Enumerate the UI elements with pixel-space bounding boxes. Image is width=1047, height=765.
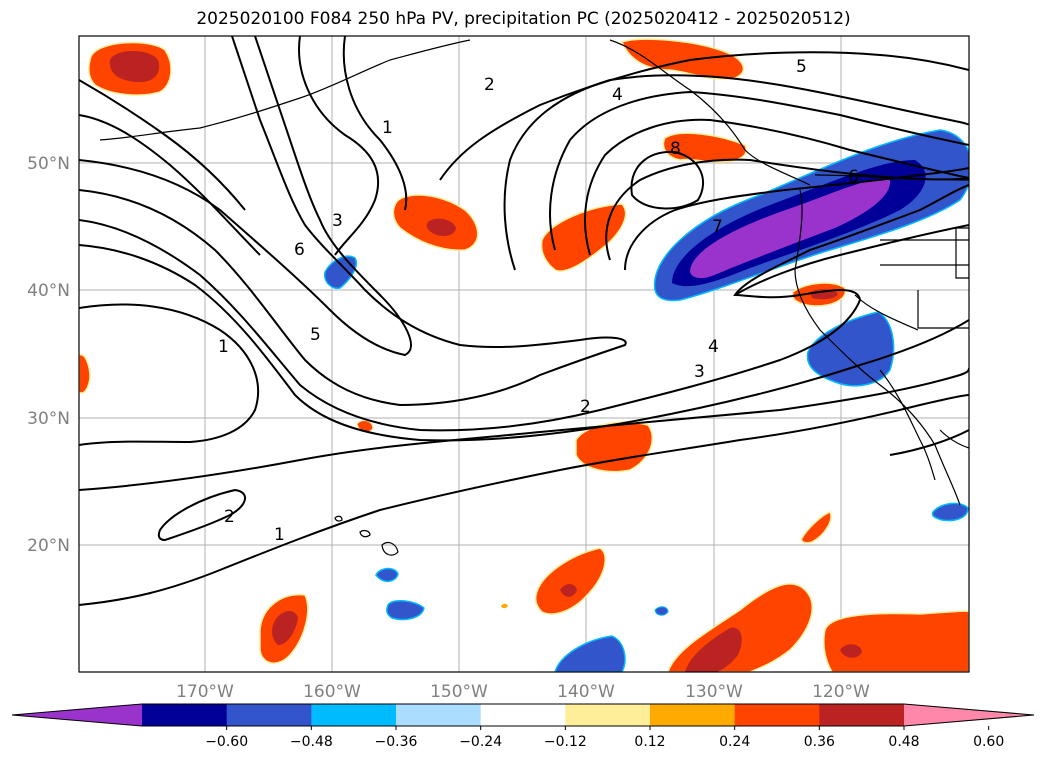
longitude-labels: 170°W 160°W 150°W 140°W 130°W 120°W bbox=[176, 682, 870, 702]
latitude-labels: 50°N 40°N 30°N 20°N bbox=[27, 154, 70, 556]
colorbar-tick-label: 0.60 bbox=[973, 734, 1004, 750]
contour-label: 8 bbox=[670, 139, 681, 159]
colorbar-segment bbox=[650, 704, 736, 726]
colorbar-segment bbox=[734, 704, 820, 726]
contour-label: 6 bbox=[294, 240, 305, 260]
colorbar-tick-label: −0.60 bbox=[205, 734, 248, 750]
colorbar-extend-low bbox=[12, 704, 142, 726]
lon-label: 170°W bbox=[176, 682, 234, 702]
contour-label: 3 bbox=[694, 362, 705, 382]
lon-label: 160°W bbox=[303, 682, 361, 702]
contour-label: 1 bbox=[218, 337, 229, 357]
map-frame bbox=[78, 35, 970, 673]
colorbar-segment bbox=[819, 704, 905, 726]
lat-label: 20°N bbox=[27, 536, 70, 556]
pv-contours bbox=[79, 36, 969, 606]
colorbar-tick-label: −0.36 bbox=[375, 734, 418, 750]
colorbar-segment bbox=[226, 704, 312, 726]
lon-label: 150°W bbox=[430, 682, 488, 702]
colorbar-segment bbox=[480, 704, 566, 726]
map-title: 2025020100 F084 250 hPa PV, precipitatio… bbox=[196, 9, 851, 29]
contour-labels: 1 2 3 4 5 6 7 8 1 2 3 4 5 6 1 2 bbox=[218, 57, 859, 545]
contour-label: 1 bbox=[382, 118, 393, 138]
contour-label: 4 bbox=[612, 85, 623, 105]
precipitation-fill bbox=[79, 38, 969, 672]
contour-label: 2 bbox=[484, 75, 495, 95]
colorbar-tick-label: −0.48 bbox=[290, 734, 333, 750]
colorbar-tick-label: 0.48 bbox=[888, 734, 919, 750]
contour-label: 5 bbox=[310, 325, 321, 345]
colorbar-outline bbox=[11, 703, 1035, 727]
contour-label: 1 bbox=[274, 525, 285, 545]
contour-label: 4 bbox=[708, 337, 719, 357]
lat-label: 40°N bbox=[27, 281, 70, 301]
contour-label: 6 bbox=[848, 167, 859, 187]
contour-label: 7 bbox=[712, 217, 723, 237]
colorbar-segment bbox=[311, 704, 397, 726]
colorbar-tick-label: −0.24 bbox=[459, 734, 502, 750]
colorbar-segment bbox=[142, 704, 228, 726]
contour-label: 3 bbox=[332, 211, 343, 231]
contour-label: 5 bbox=[796, 57, 807, 77]
lat-label: 50°N bbox=[27, 154, 70, 174]
colorbar-tick-label: 0.24 bbox=[719, 734, 750, 750]
colorbar-tick-label: −0.12 bbox=[544, 734, 587, 750]
contour-label: 2 bbox=[224, 507, 235, 527]
lat-label: 30°N bbox=[27, 409, 70, 429]
lon-label: 120°W bbox=[812, 682, 870, 702]
colorbar-segment bbox=[565, 704, 651, 726]
lon-label: 130°W bbox=[685, 682, 743, 702]
colorbar-tick-label: 0.12 bbox=[634, 734, 665, 750]
contour-label: 2 bbox=[580, 397, 591, 417]
lon-label: 140°W bbox=[557, 682, 615, 702]
colorbar-tick-label: 0.36 bbox=[804, 734, 835, 750]
colorbar: −0.60 −0.48 −0.36 −0.24 −0.12 0.12 0.24 0.36 0.4… bbox=[11, 703, 1035, 750]
colorbar-extend-high bbox=[904, 704, 1034, 726]
colorbar-segment bbox=[396, 704, 482, 726]
